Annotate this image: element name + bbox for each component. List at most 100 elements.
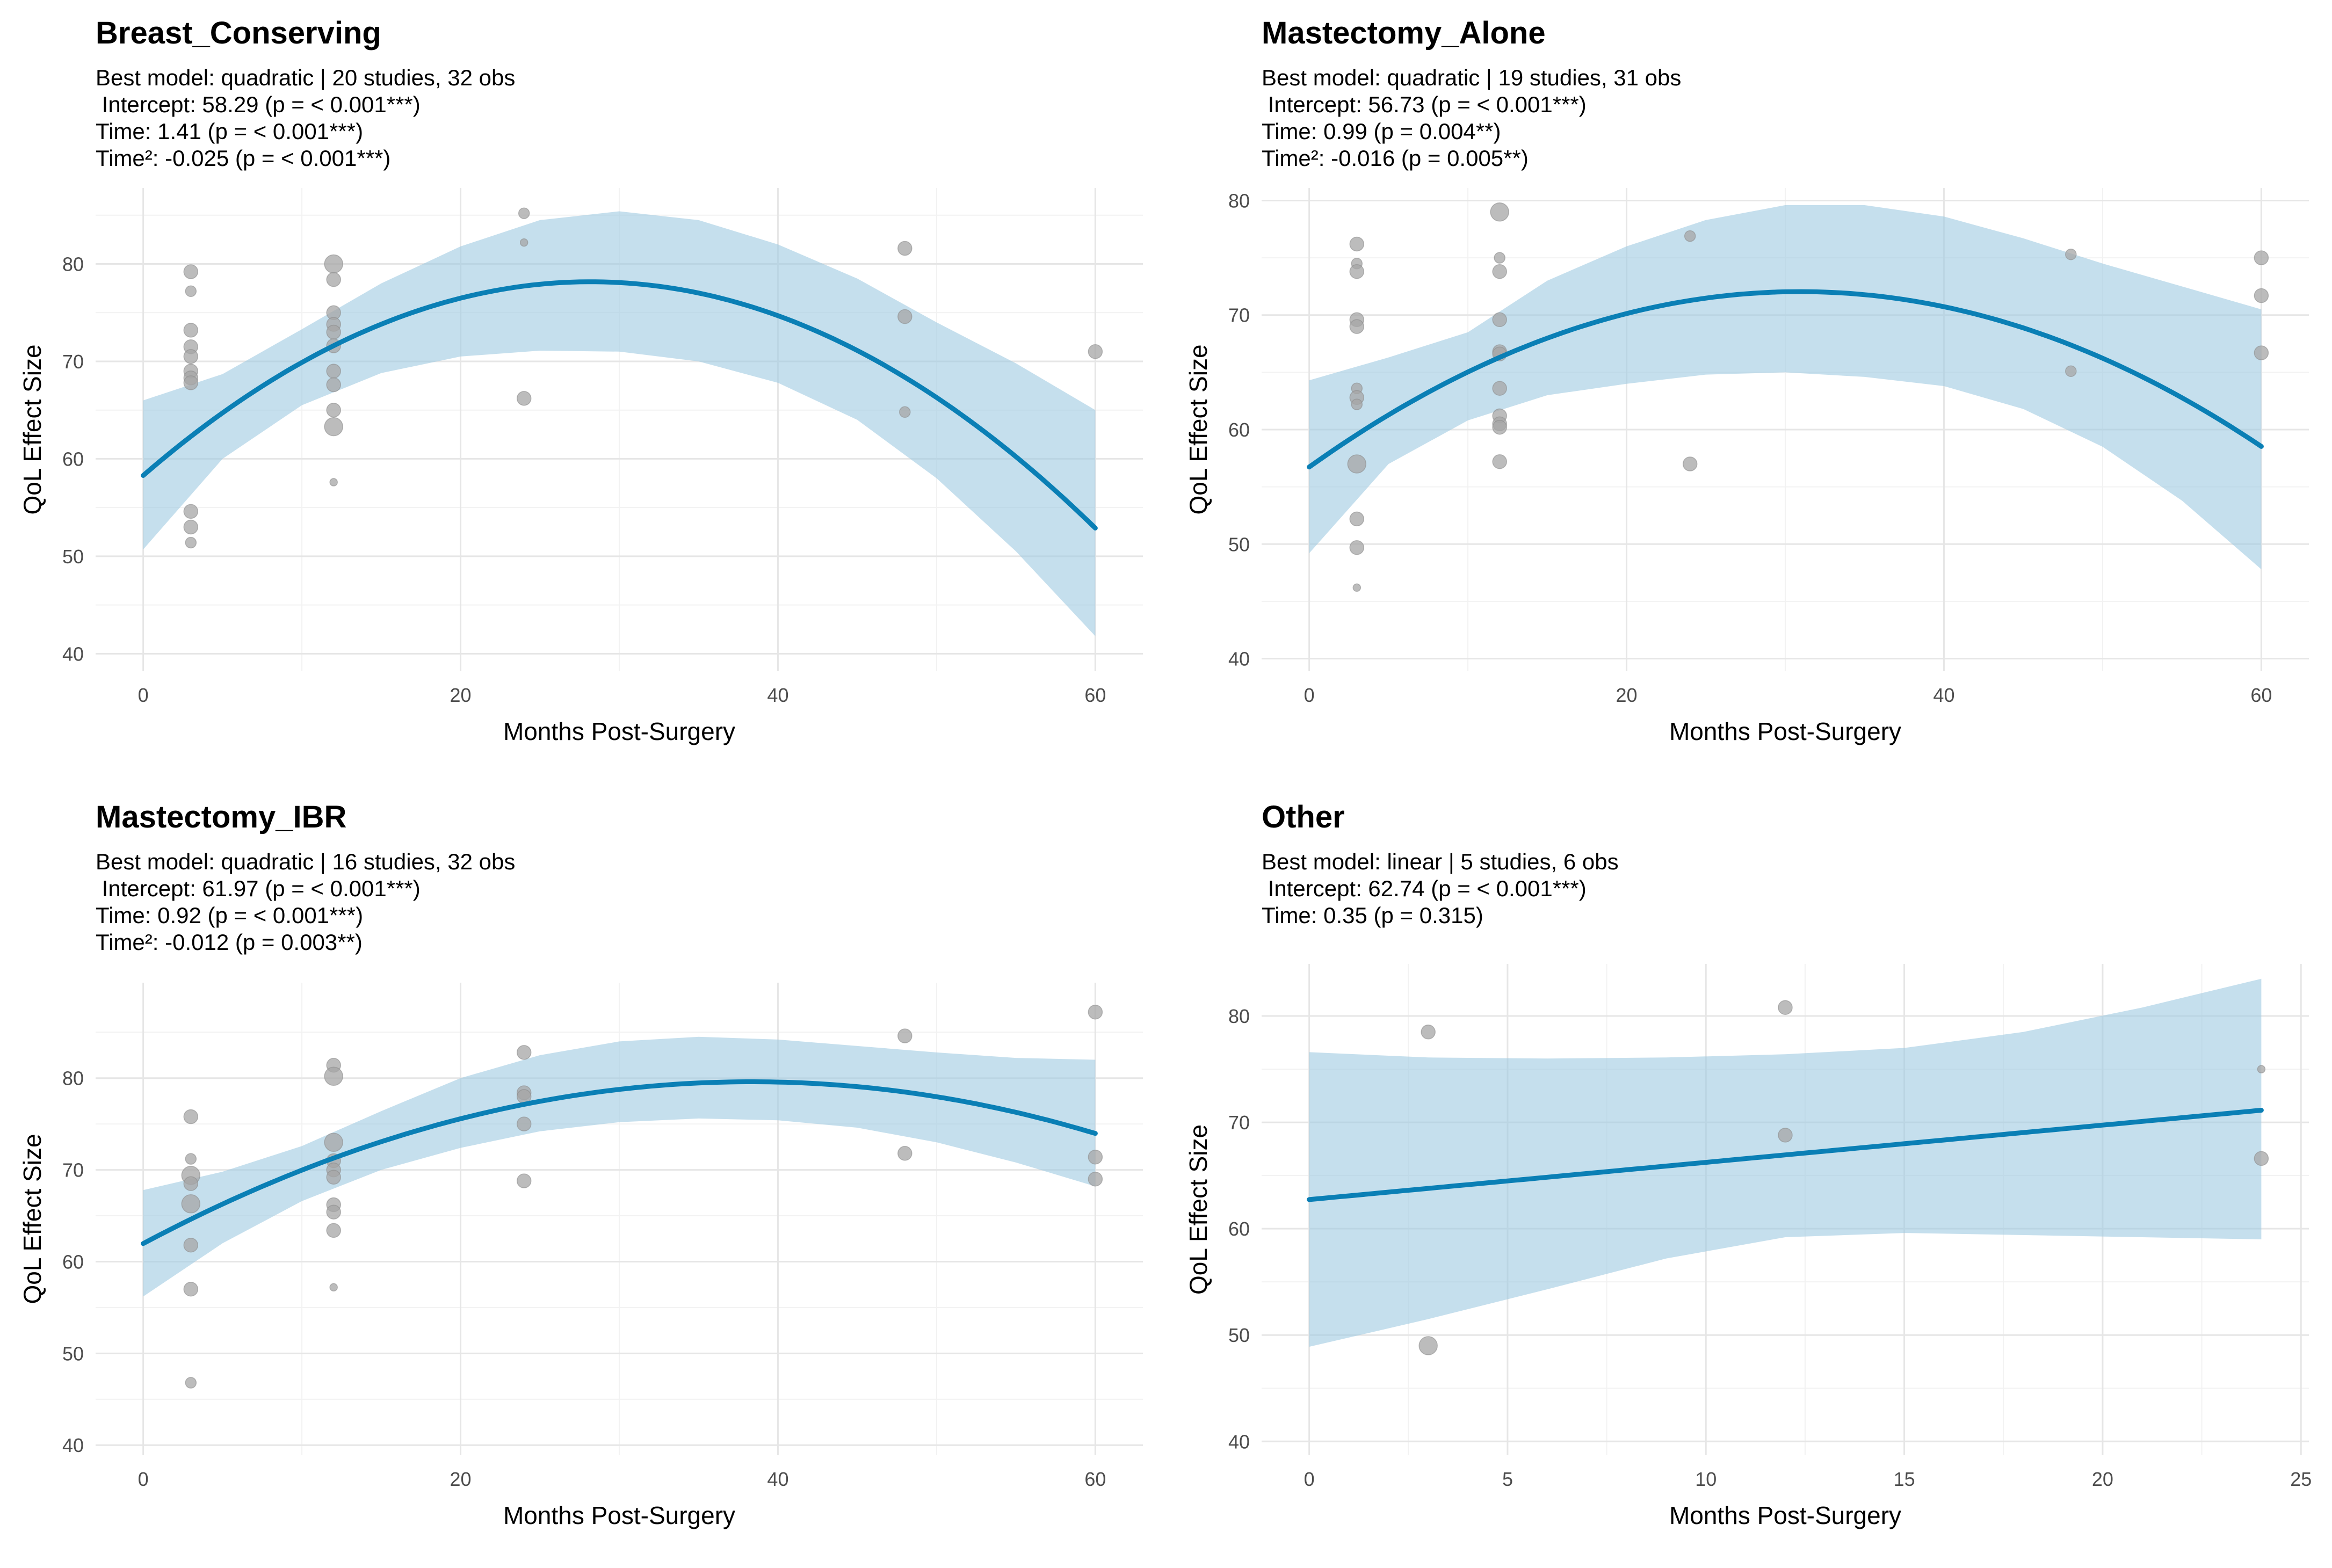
data-point [1088, 1004, 1103, 1020]
data-point [183, 349, 199, 364]
data-point [326, 272, 341, 287]
plot-breast-conserving: 0 20 40 60 40 50 60 70 80 Months Post-Surgery QoL … [18, 188, 1143, 745]
confidence-band [143, 1036, 1096, 1297]
x-tick-label: 10 [1695, 1468, 1717, 1490]
data-point [326, 1204, 341, 1219]
y-tick-label: 40 [62, 1434, 84, 1456]
x-tick-label: 40 [767, 1468, 788, 1490]
data-point [519, 238, 528, 247]
x-tick-label: 20 [450, 684, 472, 706]
y-tick-label: 50 [1228, 533, 1250, 555]
x-tick-label: 60 [1084, 1468, 1106, 1490]
data-point [326, 324, 341, 340]
x-tick-label: 60 [2250, 684, 2272, 706]
data-point [1418, 1336, 1438, 1355]
fit-line [1307, 289, 2264, 470]
y-tick-label: 60 [62, 448, 84, 470]
x-tick-label: 0 [138, 1468, 149, 1490]
panel-title: Mastectomy_Alone [1262, 16, 1546, 50]
data-point [1349, 319, 1365, 334]
fit-line [141, 279, 1098, 531]
x-tick-label: 60 [1084, 684, 1106, 706]
subtitle-time: Time: 1.41 (p = < 0.001***) [96, 119, 364, 144]
subtitle-intercept: Intercept: 58.29 (p = < 0.001***) [96, 92, 421, 117]
subtitle-time: Time: 0.99 (p = 0.004**) [1262, 119, 1501, 144]
subtitle-time-squared: Time²: -0.016 (p = 0.005**) [1262, 146, 1529, 171]
data-point [181, 1194, 201, 1214]
data-point [2254, 288, 2269, 303]
plot-mastectomy-alone: 0 20 40 60 40 50 60 70 80 Months Post-Surgery QoL … [1184, 188, 2309, 745]
panel-title: Other [1262, 800, 1345, 834]
data-point [516, 1045, 532, 1060]
fit-line [141, 1079, 1098, 1246]
y-tick-label: 50 [62, 546, 84, 568]
subtitle-model: Best model: quadratic | 19 studies, 31 o… [1262, 65, 1682, 90]
data-point [1349, 236, 1365, 252]
subtitle-model: Best model: linear | 5 studies, 6 obs [1262, 849, 1619, 874]
data-point [2254, 345, 2269, 360]
data-point [183, 1109, 199, 1124]
data-point [183, 375, 199, 390]
data-point [185, 285, 197, 297]
y-tick-label: 70 [1228, 1112, 1250, 1134]
data-point [1421, 1025, 1436, 1040]
data-point [2254, 250, 2269, 265]
data-point [183, 519, 199, 535]
fit-line [1307, 1108, 2264, 1202]
data-point [1494, 252, 1505, 264]
data-point [183, 1176, 199, 1191]
y-tick-label: 60 [1228, 1218, 1250, 1240]
y-tick-label: 40 [1228, 648, 1250, 670]
data-point [1088, 344, 1103, 359]
data-point [185, 1377, 197, 1389]
y-tick-label: 80 [1228, 1005, 1250, 1027]
plot-mastectomy-ibr: 0 20 40 60 40 50 60 70 80 Months Post-Surgery QoL … [18, 983, 1143, 1529]
data-point [897, 309, 912, 324]
data-point [1682, 456, 1698, 471]
data-point [183, 1237, 199, 1253]
y-axis-title: QoL Effect Size [1184, 344, 1212, 514]
plot-other: 0 5 10 15 20 25 40 50 60 70 80 Months Post-Surgery Q… [1184, 964, 2312, 1529]
data-point [324, 1133, 343, 1152]
x-tick-label: 20 [2092, 1468, 2113, 1490]
data-point [326, 402, 341, 418]
panel-other: 0 5 10 15 20 25 40 50 60 70 80 Months Post-Surgery Q… [1166, 784, 2332, 1568]
y-tick-label: 80 [62, 1068, 84, 1090]
data-point [1349, 540, 1365, 555]
data-point [326, 1170, 341, 1185]
data-point [324, 417, 343, 437]
data-point [185, 536, 197, 549]
confidence-band [1309, 205, 2262, 570]
data-point [185, 1153, 197, 1165]
y-tick-label: 40 [62, 643, 84, 665]
subtitle-time: Time: 0.35 (p = 0.315) [1262, 903, 1483, 928]
data-point [1492, 381, 1507, 396]
data-point [1349, 264, 1365, 279]
panel-breast-conserving: 0 20 40 60 40 50 60 70 80 Months Post-Surgery QoL … [0, 0, 1166, 784]
x-tick-label: 20 [1616, 684, 1638, 706]
subtitle-time-squared: Time²: -0.012 (p = 0.003**) [96, 930, 363, 955]
y-tick-label: 60 [1228, 419, 1250, 441]
x-tick-label: 40 [767, 684, 788, 706]
y-tick-label: 50 [1228, 1324, 1250, 1346]
x-tick-label: 0 [1304, 1468, 1315, 1490]
data-point [1349, 511, 1365, 527]
confidence-band [143, 211, 1096, 636]
data-point [899, 406, 911, 418]
data-point [324, 254, 343, 274]
y-tick-label: 70 [62, 351, 84, 373]
data-point [183, 504, 199, 519]
data-point [2254, 1151, 2269, 1166]
y-tick-label: 40 [1228, 1431, 1250, 1453]
data-point [897, 241, 912, 256]
data-point [1684, 230, 1696, 242]
data-point [329, 1283, 338, 1292]
x-tick-label: 5 [1502, 1468, 1513, 1490]
data-point [2065, 365, 2077, 377]
y-tick-label: 70 [1228, 304, 1250, 326]
panel-mastectomy-ibr: 0 20 40 60 40 50 60 70 80 Months Post-Surgery QoL … [0, 784, 1166, 1568]
x-tick-label: 40 [1933, 684, 1954, 706]
subtitle-intercept: Intercept: 61.97 (p = < 0.001***) [96, 876, 421, 901]
data-point [897, 1146, 912, 1161]
data-point [1492, 419, 1507, 435]
